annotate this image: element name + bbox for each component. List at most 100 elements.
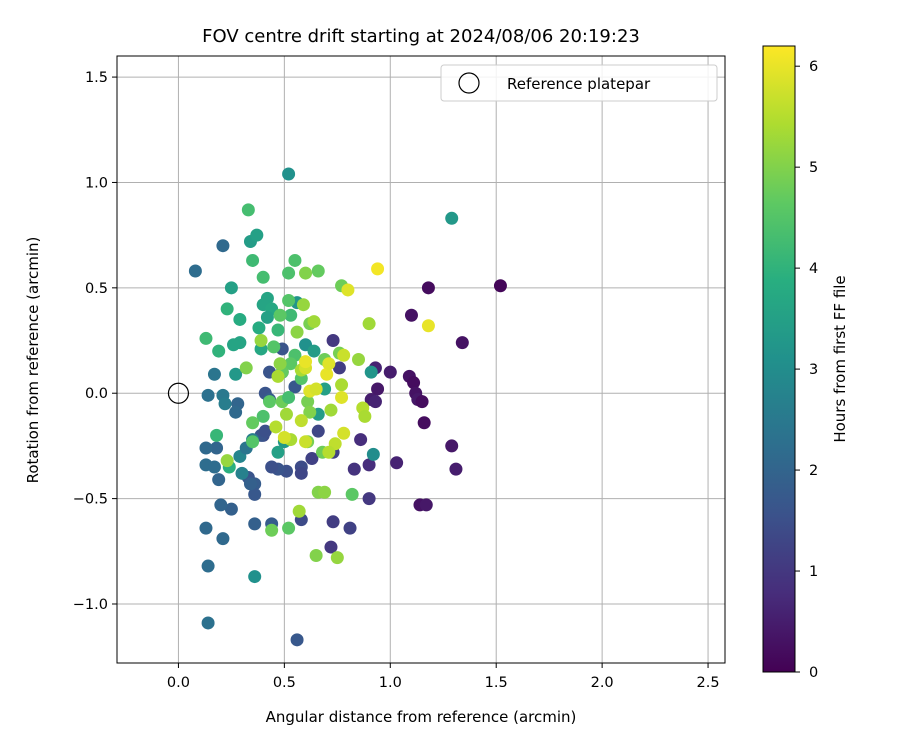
data-point (322, 357, 336, 371)
data-point (341, 283, 355, 297)
data-point (337, 348, 351, 362)
data-point (404, 308, 418, 322)
data-point (199, 441, 213, 455)
data-point (493, 279, 507, 293)
data-point (324, 403, 338, 417)
data-point (299, 266, 313, 280)
data-point (201, 388, 215, 402)
data-point (383, 365, 397, 379)
colorbar-gradient (762, 45, 796, 673)
x-tick-label: 0.0 (167, 675, 190, 691)
data-point (227, 338, 241, 352)
legend-entry: Reference platepar (507, 75, 651, 93)
y-tick-label: 0.5 (85, 281, 108, 297)
colorbar-tick-label: 1 (809, 564, 818, 580)
data-point (337, 426, 351, 440)
data-point (201, 559, 215, 573)
data-point (371, 262, 385, 276)
plot-frame (116, 55, 726, 664)
data-point (220, 454, 234, 468)
data-point (296, 298, 310, 312)
reference-platepar-marker (167, 382, 190, 404)
x-tick-label: 2.0 (591, 675, 614, 691)
data-point (214, 498, 228, 512)
data-point (366, 447, 380, 461)
y-tick-label: 0.0 (85, 386, 108, 402)
data-point (419, 498, 433, 512)
data-point (277, 430, 291, 444)
data-point (218, 397, 232, 411)
data-point (364, 365, 378, 379)
data-point (212, 473, 226, 487)
data-point (246, 435, 260, 449)
data-point (335, 378, 349, 392)
data-point (273, 357, 287, 371)
data-point (292, 504, 306, 518)
data-point (301, 395, 315, 409)
data-point (324, 540, 338, 554)
data-point (207, 460, 221, 474)
y-tick-label: −1.0 (73, 597, 108, 613)
data-point (345, 487, 359, 501)
data-point (224, 502, 238, 516)
data-point (188, 264, 202, 278)
data-point (229, 367, 243, 381)
data-point (307, 344, 321, 358)
data-point (347, 462, 361, 476)
data-point (421, 319, 435, 333)
data-point (311, 264, 325, 278)
data-point (290, 633, 304, 647)
data-point (449, 462, 463, 476)
data-point (358, 409, 372, 423)
data-point (343, 521, 357, 535)
data-point (362, 317, 376, 331)
data-point (271, 445, 285, 459)
data-point (294, 466, 308, 480)
x-tick-label: 0.5 (273, 675, 296, 691)
data-point (445, 439, 459, 453)
data-point (265, 523, 279, 537)
data-point (299, 355, 313, 369)
data-point (248, 570, 262, 584)
data-point (241, 203, 255, 217)
data-point (294, 414, 308, 428)
data-point (368, 395, 382, 409)
data-point (282, 167, 296, 181)
data-point (335, 390, 349, 404)
data-point (303, 405, 317, 419)
data-point (224, 281, 238, 295)
data-point (256, 270, 270, 284)
colorbar-tick-label: 3 (809, 362, 818, 378)
data-point (212, 344, 226, 358)
data-point (407, 376, 421, 390)
data-point (299, 435, 313, 449)
data-point (258, 424, 272, 438)
data-point (284, 357, 298, 371)
data-point (216, 239, 230, 253)
data-point (290, 325, 304, 339)
data-point (233, 312, 247, 326)
data-point (220, 302, 234, 316)
colorbar: 0 1 2 3 4 5 6 Hours from first FF file (762, 45, 849, 681)
colorbar-ticks: 0 1 2 3 4 5 6 (795, 59, 818, 681)
data-point (248, 517, 262, 531)
data-point (305, 452, 319, 466)
data-point (210, 441, 224, 455)
data-point (455, 336, 469, 350)
data-point (210, 428, 224, 442)
data-point (239, 361, 253, 375)
data-point (284, 308, 298, 322)
x-tick-label: 1.0 (379, 675, 402, 691)
colorbar-tick-label: 2 (809, 463, 818, 479)
data-point (326, 515, 340, 529)
y-tick-label: 1.5 (85, 70, 108, 86)
data-point (199, 521, 213, 535)
data-point (235, 466, 249, 480)
data-point (282, 521, 296, 535)
plot-area (117, 56, 725, 663)
data-point (216, 532, 230, 546)
data-point (445, 211, 459, 225)
data-point (415, 395, 429, 409)
data-point (199, 331, 213, 345)
y-axis-ticks: −1.0 −0.5 0.0 0.5 1.0 1.5 (73, 70, 117, 613)
